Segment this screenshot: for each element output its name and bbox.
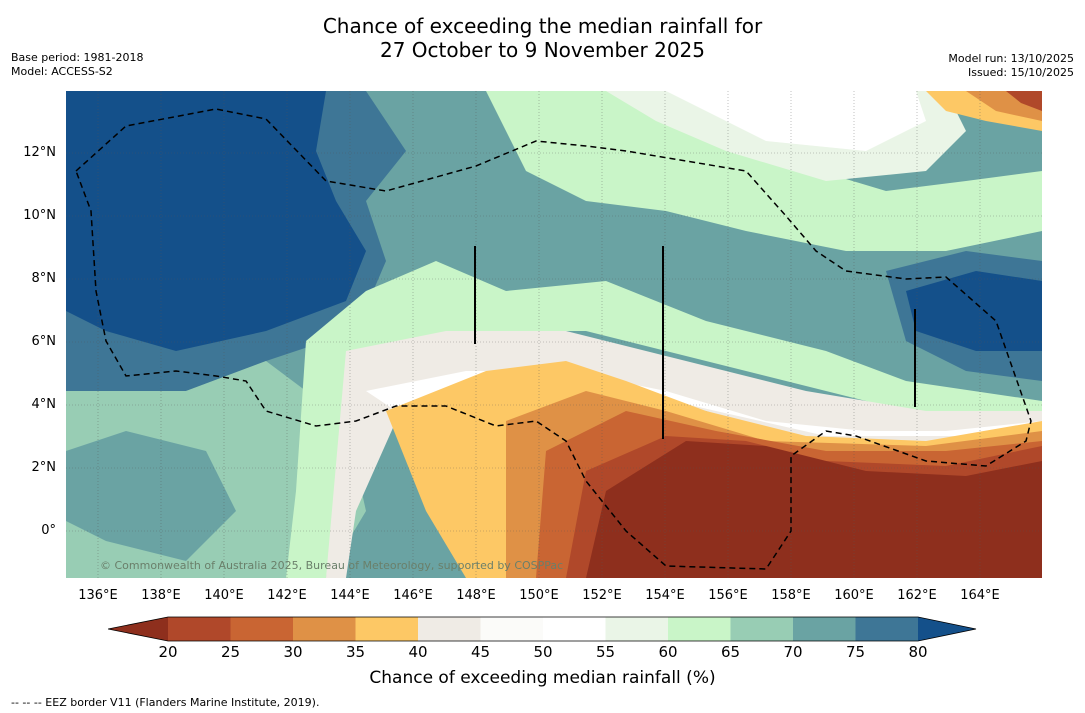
- region-north-60: [486, 91, 1042, 251]
- colorbar-tick: 20: [158, 643, 178, 661]
- lon-label: 156°E: [708, 588, 748, 603]
- region-north-50: [666, 91, 926, 151]
- lon-label: 160°E: [834, 588, 874, 603]
- map-canvas: [66, 91, 1042, 578]
- colorbar-segment: [793, 617, 856, 641]
- colorbar-segment: [855, 617, 918, 641]
- region-south-lt20: [586, 441, 1042, 578]
- credit-text: © Commonwealth of Australia 2025, Bureau…: [100, 559, 564, 572]
- lon-label: 164°E: [960, 588, 1000, 603]
- lon-label: 154°E: [645, 588, 685, 603]
- title-line-1: Chance of exceeding the median rainfall …: [322, 14, 763, 38]
- region-equator-50: [366, 371, 1042, 436]
- colorbar-segment: [480, 617, 543, 641]
- lat-label: 2°N: [31, 460, 57, 475]
- map-gridlines: [66, 91, 1042, 578]
- lon-label: 138°E: [141, 588, 181, 603]
- region-sw-70: [66, 431, 236, 561]
- colorbar-tick: 25: [220, 643, 241, 661]
- region-east-80: [906, 271, 1042, 351]
- colorbar-tick: 55: [595, 643, 616, 661]
- colorbar-tick: 45: [470, 643, 491, 661]
- lon-label: 146°E: [393, 588, 433, 603]
- region-west-80: [66, 91, 366, 351]
- colorbar-outline: [108, 616, 977, 642]
- colorbar-tick: 70: [783, 643, 803, 661]
- colorbar-segment: [543, 617, 606, 641]
- lat-label: 10°N: [23, 208, 56, 223]
- lat-label: 0°: [41, 523, 56, 538]
- colorbar-tick: 50: [533, 643, 553, 661]
- lat-label: 4°N: [31, 397, 57, 412]
- colorbar-arrow-low: [108, 617, 168, 641]
- colorbar-tick: 35: [345, 643, 366, 661]
- colorbar-segment: [668, 617, 731, 641]
- chart-title: Chance of exceeding the median rainfall …: [0, 14, 1085, 62]
- colorbar-tick: 80: [908, 643, 928, 661]
- lon-label: 144°E: [330, 588, 370, 603]
- lon-label: 140°E: [204, 588, 244, 603]
- colorbar-segment: [168, 617, 231, 641]
- colorbar-arrow-high: [918, 617, 976, 641]
- colorbar-segment: [418, 617, 481, 641]
- region-ne-25: [1006, 91, 1042, 111]
- colorbar-segment: [355, 617, 418, 641]
- colorbar-segment: [293, 617, 356, 641]
- footnote: -- -- -- EEZ border V11 (Flanders Marine…: [11, 696, 320, 709]
- model-run: Model run: 13/10/2025: [948, 52, 1074, 65]
- eez-border: [75, 108, 1032, 570]
- region-equator-40: [326, 331, 1042, 578]
- lon-label: 162°E: [897, 588, 937, 603]
- lon-label: 136°E: [78, 588, 118, 603]
- colorbar-tick: 75: [845, 643, 866, 661]
- colorbar-tick: 65: [720, 643, 741, 661]
- lon-label: 150°E: [519, 588, 559, 603]
- lat-label: 6°N: [31, 334, 57, 349]
- colorbar-tick: 40: [408, 643, 428, 661]
- lon-label: 142°E: [267, 588, 307, 603]
- meta-right: Model run: 13/10/2025 Issued: 15/10/2025: [948, 52, 1074, 80]
- lon-label: 148°E: [456, 588, 496, 603]
- colorbar-tick: 30: [283, 643, 303, 661]
- colorbar-label: Chance of exceeding median rainfall (%): [369, 668, 716, 688]
- colorbar-tick: 60: [658, 643, 678, 661]
- colorbar-segment: [230, 617, 293, 641]
- rainfall-map: [66, 91, 1042, 578]
- base-period: Base period: 1981-2018: [11, 51, 144, 64]
- colorbar: [108, 616, 977, 642]
- lat-label: 12°N: [23, 145, 56, 160]
- lon-label: 158°E: [771, 588, 811, 603]
- colorbar-segment: [605, 617, 668, 641]
- issued-date: Issued: 15/10/2025: [967, 66, 1074, 79]
- model-name: Model: ACCESS-S2: [11, 65, 113, 78]
- meta-left: Base period: 1981-2018 Model: ACCESS-S2: [11, 51, 143, 79]
- lat-label: 8°N: [31, 271, 57, 286]
- lon-label: 152°E: [582, 588, 622, 603]
- colorbar-segment: [730, 617, 793, 641]
- title-line-2: 27 October to 9 November 2025: [379, 38, 706, 62]
